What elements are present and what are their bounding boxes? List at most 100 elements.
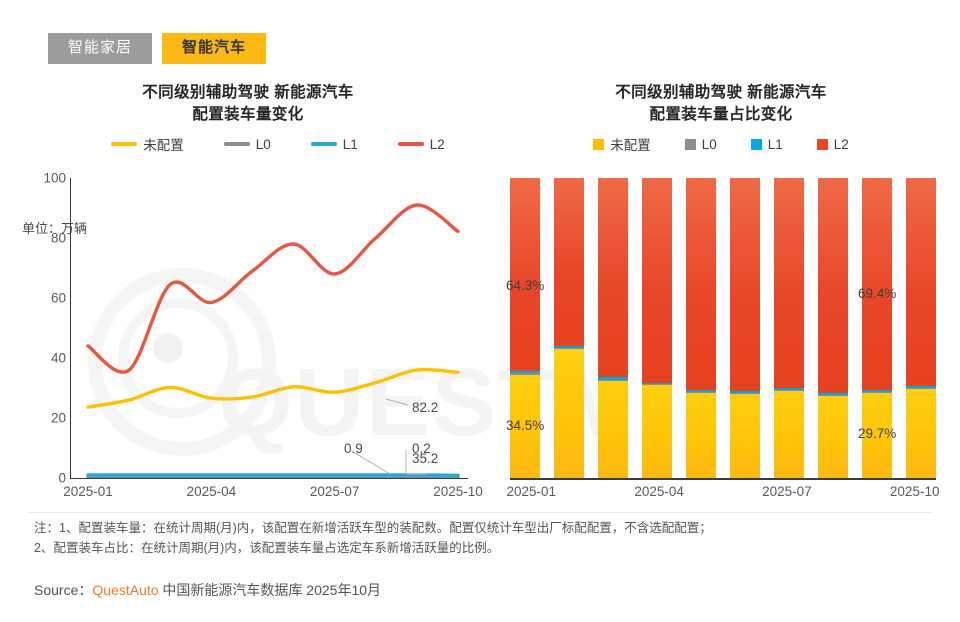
bar-segment-未配置 bbox=[906, 388, 936, 478]
legend-item-l0[interactable]: L0 bbox=[223, 136, 271, 152]
bar-segment-L2 bbox=[906, 178, 936, 387]
bar-segment-L0 bbox=[686, 391, 716, 393]
bar-segment-L0 bbox=[862, 392, 892, 394]
bar-2025-05[interactable] bbox=[686, 178, 716, 478]
line-x-tick-2025-07: 2025-07 bbox=[309, 484, 360, 499]
legend-item-unconfigured[interactable]: 未配置 bbox=[111, 134, 184, 154]
line-x-tick-2025-04: 2025-04 bbox=[186, 484, 237, 499]
left-chart-title: 不同级别辅助驾驶 新能源汽车 配置装车量变化 bbox=[8, 78, 488, 126]
line-chart: 0 20 40 60 80 100 2025-01 2025-04 2025-07 2025-1… bbox=[8, 171, 488, 508]
bar-legend-item-l1[interactable]: L1 bbox=[750, 137, 783, 152]
legend-label-l1: L1 bbox=[342, 136, 358, 152]
bar-x-tick-2025-04: 2025-04 bbox=[634, 484, 684, 499]
left-chart-title-line2: 配置装车量变化 bbox=[192, 106, 304, 123]
bar-segment-未配置 bbox=[686, 392, 716, 478]
bar-segment-未配置 bbox=[818, 395, 848, 478]
bar-annotation-first-unconfigured: 34.5% bbox=[506, 418, 545, 433]
bar-segment-L2 bbox=[686, 178, 716, 390]
legend-square-l1-icon bbox=[750, 138, 762, 150]
bar-segment-未配置 bbox=[598, 380, 628, 478]
bar-2025-01[interactable] bbox=[510, 178, 540, 478]
line-chart-y-axis-line bbox=[70, 178, 71, 478]
bar-legend-item-unconfigured[interactable]: 未配置 bbox=[593, 134, 651, 154]
right-chart-panel: 不同级别辅助驾驶 新能源汽车 配置装车量占比变化 未配置 L0 L1 L2 bbox=[488, 78, 954, 508]
bar-segment-L1 bbox=[774, 388, 804, 391]
bar-segment-L0 bbox=[818, 394, 848, 396]
bar-segment-L0 bbox=[510, 373, 540, 375]
bar-segment-L0 bbox=[642, 384, 672, 386]
bar-2025-08[interactable] bbox=[818, 178, 848, 478]
bar-chart-bars bbox=[510, 178, 936, 478]
bar-chart: 2025-01 2025-04 2025-07 2025-10 64.3% 34.5%… bbox=[488, 178, 954, 508]
bar-annotation-last-unconfigured: 29.7% bbox=[858, 426, 897, 441]
left-chart-panel: 不同级别辅助驾驶 新能源汽车 配置装车量变化 未配置 L0 L1 L2 单位：万… bbox=[8, 78, 628, 508]
tab-smart-vehicle[interactable]: 智能汽车 bbox=[162, 33, 267, 64]
y-tick-0: 0 bbox=[58, 470, 66, 486]
bar-2025-03[interactable] bbox=[598, 178, 628, 478]
bar-segment-L1 bbox=[818, 392, 848, 395]
legend-square-l2-icon bbox=[816, 138, 828, 150]
right-chart-title: 不同级别辅助驾驶 新能源汽车 配置装车量占比变化 bbox=[488, 78, 954, 126]
bar-segment-L2 bbox=[818, 178, 848, 393]
line-x-tick-2025-10: 2025-10 bbox=[433, 484, 483, 499]
bar-segment-L0 bbox=[598, 379, 628, 381]
tab-smart-home[interactable]: 智能家居 bbox=[48, 33, 153, 64]
bar-segment-L1 bbox=[642, 382, 672, 385]
y-tick-20: 20 bbox=[50, 410, 66, 426]
bar-chart-x-axis-line bbox=[510, 478, 936, 480]
legend-line-l0-icon bbox=[223, 142, 250, 146]
right-chart-title-line1: 不同级别辅助驾驶 新能源汽车 bbox=[615, 84, 827, 101]
bar-x-tick-2025-10: 2025-10 bbox=[889, 484, 940, 499]
bar-segment-L2 bbox=[862, 178, 892, 391]
bar-x-tick-2025-01: 2025-01 bbox=[506, 484, 557, 499]
bar-annotation-last-l2: 69.4% bbox=[858, 286, 897, 301]
bar-segment-L0 bbox=[554, 348, 584, 350]
bar-legend-label-unconfigured: 未配置 bbox=[610, 138, 651, 153]
left-chart-title-line1: 不同级别辅助驾驶 新能源汽车 bbox=[142, 84, 354, 101]
line-series-L2 bbox=[86, 203, 460, 374]
line-series-未配置 bbox=[86, 367, 460, 409]
bar-legend-item-l2[interactable]: L2 bbox=[816, 137, 849, 152]
bar-x-tick-2025-07: 2025-07 bbox=[762, 484, 812, 499]
bar-2025-02[interactable] bbox=[554, 178, 584, 478]
footnotes: 注：1、配置装车量：在统计周期(月)内，该配置在新增活跃车型的装配数。配置仅统计… bbox=[34, 518, 934, 558]
legend-line-l2-icon bbox=[397, 142, 424, 146]
bar-legend-item-l0[interactable]: L0 bbox=[684, 137, 717, 152]
source-prefix: Source： bbox=[34, 582, 93, 598]
bar-segment-未配置 bbox=[642, 385, 672, 478]
bar-segment-L1 bbox=[598, 377, 628, 380]
y-tick-40: 40 bbox=[50, 350, 66, 366]
legend-label-l0: L0 bbox=[255, 136, 271, 152]
footnote-2: 2、配置装车占比：在统计周期(月)内，该配置装车量占选定车系新增活跃量的比例。 bbox=[34, 541, 500, 555]
left-chart-legend: 未配置 L0 L1 L2 bbox=[8, 134, 488, 154]
legend-label-l2: L2 bbox=[429, 136, 445, 152]
y-tick-80: 80 bbox=[50, 230, 66, 246]
legend-square-l0-icon bbox=[684, 138, 696, 150]
bar-2025-09[interactable] bbox=[862, 178, 892, 478]
bar-2025-04[interactable] bbox=[642, 178, 672, 478]
bar-segment-L2 bbox=[642, 178, 672, 383]
bar-segment-未配置 bbox=[862, 393, 892, 478]
bar-segment-L2 bbox=[554, 178, 584, 347]
bar-segment-L2 bbox=[774, 178, 804, 389]
end-label-l2: 82.2 bbox=[412, 400, 439, 415]
bar-annotation-first-l2: 64.3% bbox=[506, 278, 545, 293]
line-chart-x-axis-line bbox=[70, 478, 468, 479]
bar-segment-L0 bbox=[774, 390, 804, 391]
footer-divider bbox=[28, 512, 932, 513]
line-chart-plot bbox=[86, 203, 460, 478]
legend-item-l2[interactable]: L2 bbox=[397, 136, 445, 152]
bar-segment-未配置 bbox=[730, 394, 760, 478]
legend-item-l1[interactable]: L1 bbox=[310, 136, 358, 152]
bar-2025-10[interactable] bbox=[906, 178, 936, 478]
line-chart-y-axis: 0 20 40 60 80 100 bbox=[22, 171, 66, 508]
bar-2025-07[interactable] bbox=[774, 178, 804, 478]
bar-segment-L0 bbox=[730, 393, 760, 394]
bar-segment-未配置 bbox=[554, 349, 584, 478]
bar-2025-06[interactable] bbox=[730, 178, 760, 478]
bar-segment-L0 bbox=[906, 388, 936, 389]
legend-square-unconfigured-icon bbox=[593, 138, 605, 150]
tab-bar: 智能家居 智能汽车 bbox=[48, 33, 267, 64]
end-label-l1: 0.9 bbox=[344, 441, 363, 456]
